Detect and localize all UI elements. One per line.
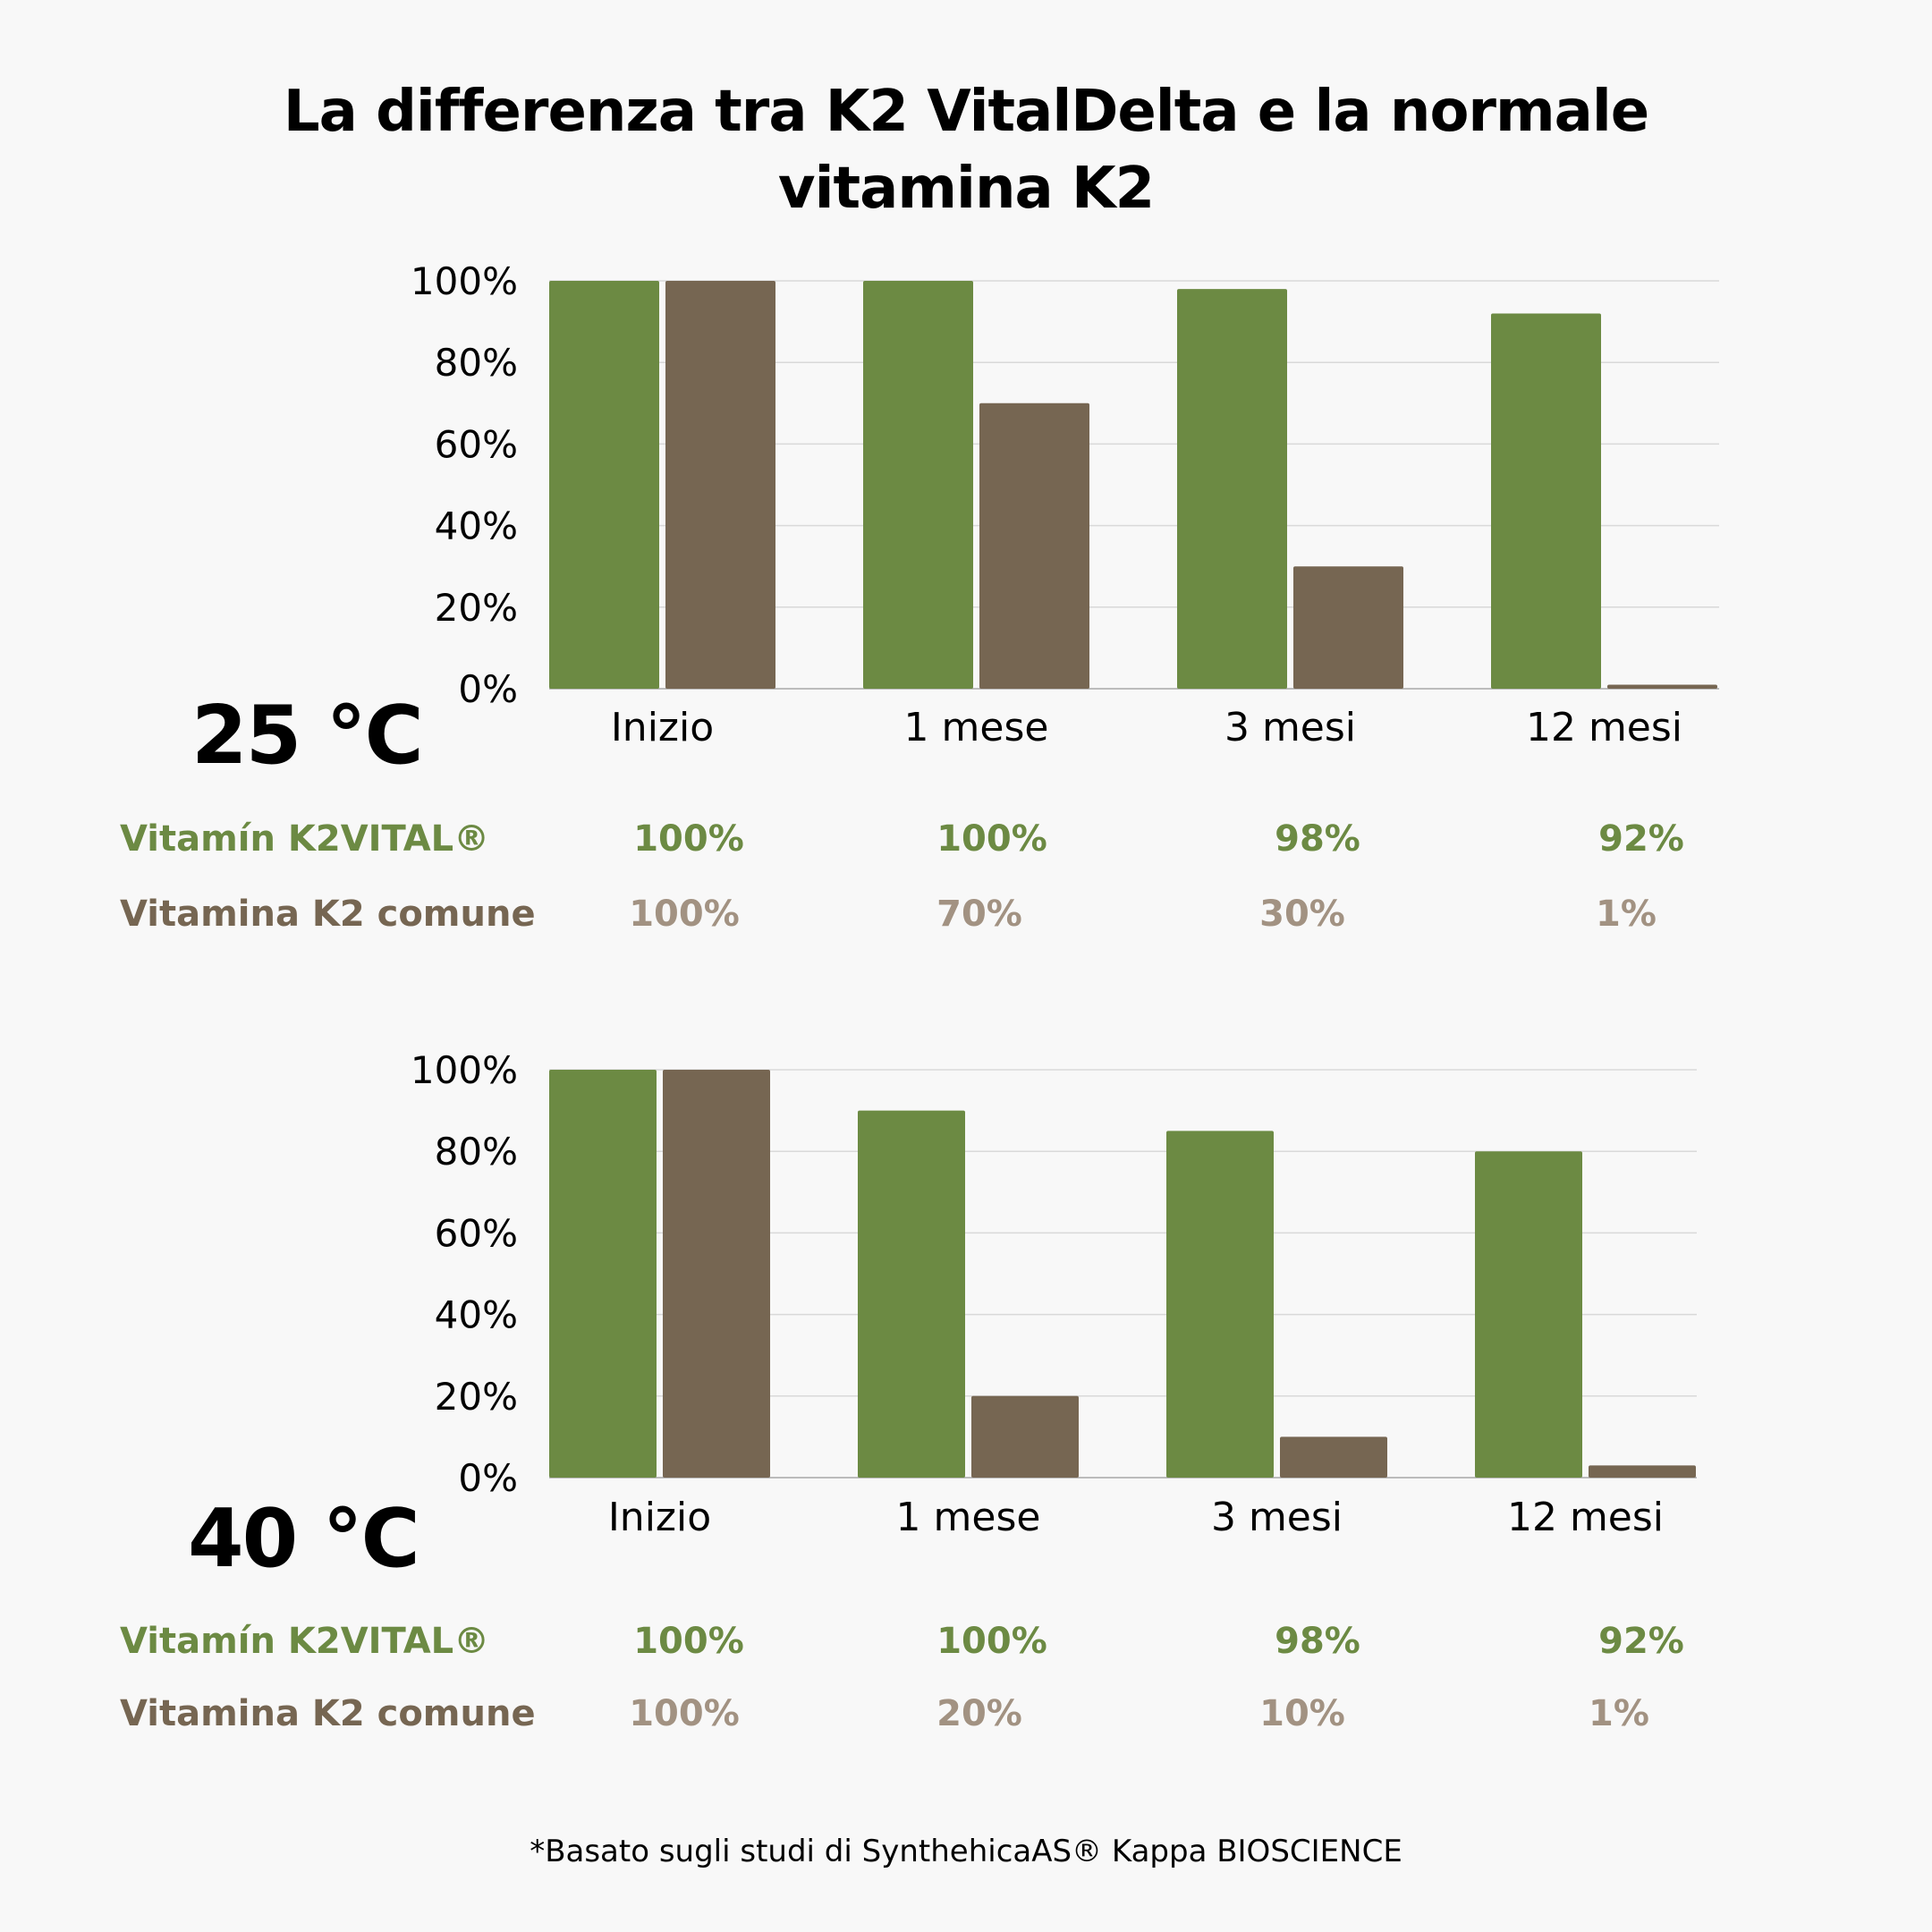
table-value-vital: 98% (1275, 818, 1360, 860)
table-value-common: 100% (629, 894, 740, 935)
y-tick-label: 0% (458, 667, 518, 711)
y-tick-label: 80% (435, 1130, 518, 1174)
title-line-1: La differenza tra K2 VitalDelta e la nor… (283, 79, 1649, 145)
bar-vital (1177, 289, 1287, 689)
x-category-label: Inizio (608, 1495, 711, 1540)
y-tick-label: 60% (435, 422, 518, 466)
bar-vital (1475, 1151, 1582, 1478)
temperature-label-25: 25 °C (191, 689, 424, 783)
bar-common (1280, 1436, 1387, 1478)
table-value-vital: 98% (1275, 1621, 1360, 1662)
y-tick-label: 20% (435, 586, 518, 630)
bar-common (1589, 1465, 1696, 1478)
bar-vital (1491, 313, 1601, 689)
y-tick-label: 80% (435, 341, 518, 385)
footnote: *Basato sugli studi di SynthehicaAS® Kap… (530, 1834, 1402, 1869)
table-value-vital: 92% (1598, 1621, 1684, 1662)
bar-common (663, 1070, 770, 1478)
x-category-label: Inizio (611, 705, 714, 750)
table-value-vital: 100% (633, 818, 744, 860)
table-value-common: 10% (1259, 1693, 1345, 1734)
bar-vital (858, 1110, 965, 1478)
bar-common (979, 402, 1089, 689)
bar-vital (863, 281, 973, 689)
table-value-vital: 100% (633, 1621, 744, 1662)
y-tick-label: 40% (435, 1293, 518, 1337)
y-tick-label: 40% (435, 504, 518, 548)
bar-vital (1166, 1131, 1274, 1478)
table-value-vital: 92% (1598, 818, 1684, 860)
table-value-common: 1% (1589, 1693, 1649, 1734)
bar-vital (549, 281, 659, 689)
x-category-label: 3 mesi (1224, 705, 1356, 750)
table-value-common: 30% (1259, 894, 1345, 935)
bar-common (1293, 566, 1403, 689)
title-line-2: vitamina K2 (777, 156, 1155, 222)
y-tick-label: 20% (435, 1375, 518, 1419)
table2-row-vital-label: Vitamín K2VITAL® (120, 1621, 490, 1662)
bar-common (1607, 684, 1717, 689)
y-tick-label: 100% (411, 259, 518, 303)
table-value-vital: 100% (936, 818, 1047, 860)
temperature-label-40: 40 °C (188, 1492, 420, 1586)
table-value-vital: 100% (936, 1621, 1047, 1662)
table-value-common: 1% (1596, 894, 1657, 935)
table2-row-common-label: Vitamina K2 comune (120, 1693, 536, 1734)
y-tick-label: 100% (411, 1048, 518, 1092)
table1-row-vital-label: Vitamín K2VITAL® (120, 818, 490, 860)
bar-vital (549, 1070, 657, 1478)
x-category-label: 12 mesi (1526, 705, 1682, 750)
x-category-label: 3 mesi (1211, 1495, 1343, 1540)
table1-row-common-label: Vitamina K2 comune (120, 894, 536, 935)
bar-common (971, 1395, 1079, 1478)
table-value-common: 20% (936, 1693, 1022, 1734)
table-value-common: 70% (936, 894, 1022, 935)
x-category-label: 12 mesi (1507, 1495, 1664, 1540)
bar-common (665, 281, 775, 689)
x-category-label: 1 mese (904, 705, 1049, 750)
y-tick-label: 60% (435, 1211, 518, 1255)
table-value-common: 100% (629, 1693, 740, 1734)
x-category-label: 1 mese (896, 1495, 1041, 1540)
chart-title: La differenza tra K2 VitalDelta e la nor… (0, 73, 1932, 227)
y-tick-label: 0% (458, 1456, 518, 1500)
